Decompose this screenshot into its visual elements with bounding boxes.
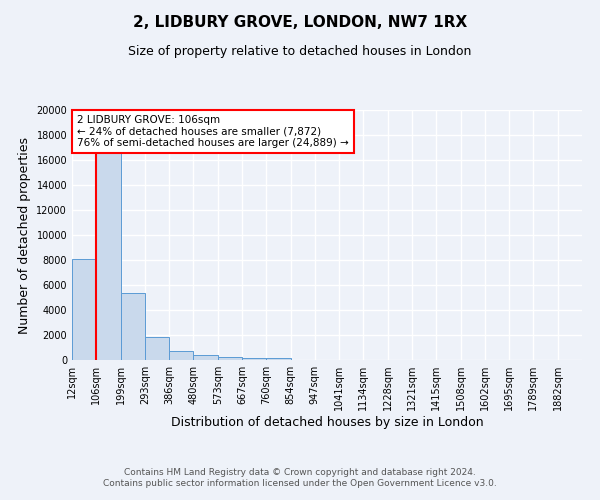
Bar <box>121 293 145 360</box>
Bar <box>169 351 193 360</box>
X-axis label: Distribution of detached houses by size in London: Distribution of detached houses by size … <box>170 416 484 429</box>
Bar <box>266 358 290 360</box>
Bar <box>145 337 169 360</box>
Text: 2, LIDBURY GROVE, LONDON, NW7 1RX: 2, LIDBURY GROVE, LONDON, NW7 1RX <box>133 15 467 30</box>
Text: Contains HM Land Registry data © Crown copyright and database right 2024.
Contai: Contains HM Land Registry data © Crown c… <box>103 468 497 487</box>
Bar <box>242 358 266 360</box>
Text: Size of property relative to detached houses in London: Size of property relative to detached ho… <box>128 45 472 58</box>
Bar <box>96 152 121 360</box>
Bar <box>72 260 96 360</box>
Y-axis label: Number of detached properties: Number of detached properties <box>18 136 31 334</box>
Bar <box>218 357 242 360</box>
Bar <box>193 356 218 360</box>
Text: 2 LIDBURY GROVE: 106sqm
← 24% of detached houses are smaller (7,872)
76% of semi: 2 LIDBURY GROVE: 106sqm ← 24% of detache… <box>77 115 349 148</box>
